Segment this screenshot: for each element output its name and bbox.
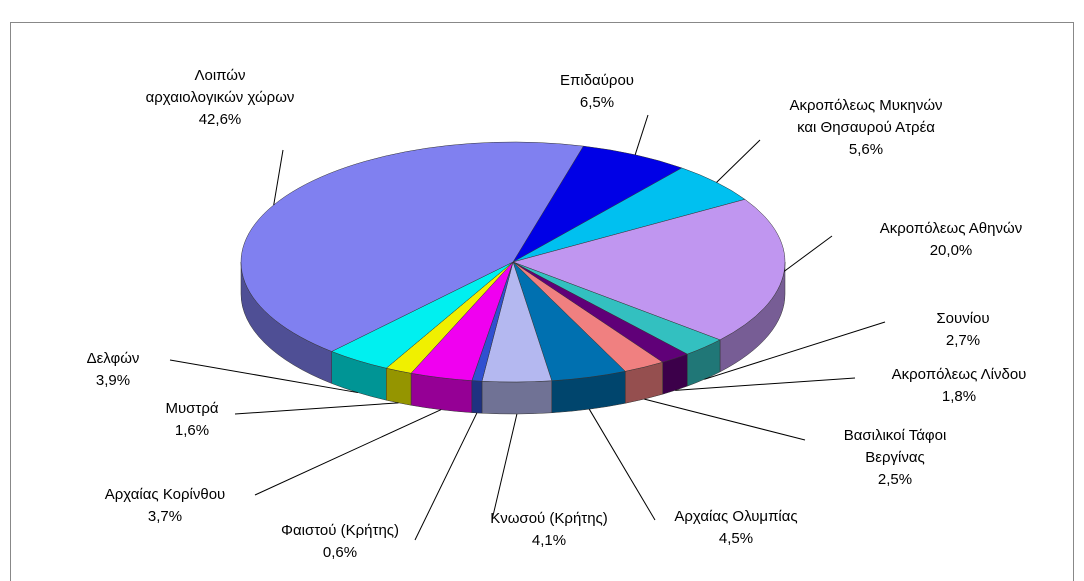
slice-label: Ακροπόλεως Αθηνών	[880, 220, 1022, 237]
slice-label-line: Ακροπόλεως Λίνδου	[892, 366, 1027, 383]
slice-label-line: Αρχαίας Κορίνθου	[105, 486, 226, 503]
value-label: 3,7%	[148, 508, 182, 525]
slice-label-line: Σουνίου	[936, 310, 989, 327]
value-label: 1,6%	[175, 422, 209, 439]
slice-label: Φαιστού (Κρήτης)	[281, 522, 399, 539]
slice-label: Δελφών	[87, 350, 140, 367]
leader-line	[675, 377, 856, 391]
value-label: 6,5%	[580, 94, 614, 111]
slice	[512, 199, 786, 341]
slice-label-line: και Θησαυρού Ατρέα	[797, 119, 935, 136]
value-label: 3,9%	[96, 372, 130, 389]
slice-label: Επιδαύρου	[560, 72, 634, 89]
value-label: 4,1%	[532, 532, 566, 549]
slice	[240, 141, 584, 352]
slice-label: Ακροπόλεως Μυκηνών και Θησαυρού Ατρέα	[789, 97, 942, 136]
slice-label-line: Βασιλικοί Τάφοι	[844, 427, 947, 444]
slice-label-line: Δελφών	[87, 350, 140, 367]
value-label: 0,6%	[323, 544, 357, 561]
leader-line	[414, 412, 478, 541]
leader-line	[716, 139, 761, 183]
slice-label-line: Λοιπών	[194, 67, 245, 84]
leader-line	[634, 114, 649, 155]
slice-label-line: Αρχαίας Ολυμπίας	[674, 508, 797, 525]
slice-label: Σουνίου	[936, 310, 989, 327]
slice-label: Ακροπόλεως Λίνδου	[892, 366, 1027, 383]
slice-label-line: Επιδαύρου	[560, 72, 634, 89]
slice-label-line: Μυστρά	[165, 400, 218, 417]
leader-line	[491, 413, 518, 521]
slice-label: Κνωσού (Κρήτης)	[490, 510, 608, 527]
slice-label-line: Φαιστού (Κρήτης)	[281, 522, 399, 539]
slice-label: Μυστρά	[165, 400, 218, 417]
leader-line	[234, 402, 399, 415]
value-label: 20,0%	[930, 242, 973, 259]
slice-label: Αρχαίας Κορίνθου	[105, 486, 226, 503]
slice-label: Βασιλικοί Τάφοι Βεργίνας	[844, 427, 947, 466]
value-label: 2,7%	[946, 332, 980, 349]
slice-side	[481, 380, 553, 415]
leader-line	[644, 398, 806, 441]
leader-line	[704, 321, 886, 380]
slice-label: Λοιπών αρχαιολογικών χώρων	[146, 67, 295, 106]
leader-line	[169, 359, 358, 394]
slice-label: Αρχαίας Ολυμπίας	[674, 508, 797, 525]
value-label: 42,6%	[199, 111, 242, 128]
slice-label-line: Κνωσού (Κρήτης)	[490, 510, 608, 527]
leader-line	[588, 408, 656, 521]
value-label: 4,5%	[719, 530, 753, 547]
leader-line	[254, 409, 442, 496]
leader-line	[783, 235, 833, 272]
slice-side	[386, 367, 412, 406]
slice-label-line: Ακροπόλεως Αθηνών	[880, 220, 1022, 237]
leader-line	[273, 149, 284, 206]
value-label: 2,5%	[878, 471, 912, 488]
value-label: 5,6%	[849, 141, 883, 158]
value-label: 1,8%	[942, 388, 976, 405]
slice-label-line: Ακροπόλεως Μυκηνών	[789, 97, 942, 114]
slice-side	[471, 380, 483, 414]
slice-label-line: αρχαιολογικών χώρων	[146, 89, 295, 106]
slice	[512, 145, 683, 263]
slice-label-line: Βεργίνας	[865, 449, 924, 466]
